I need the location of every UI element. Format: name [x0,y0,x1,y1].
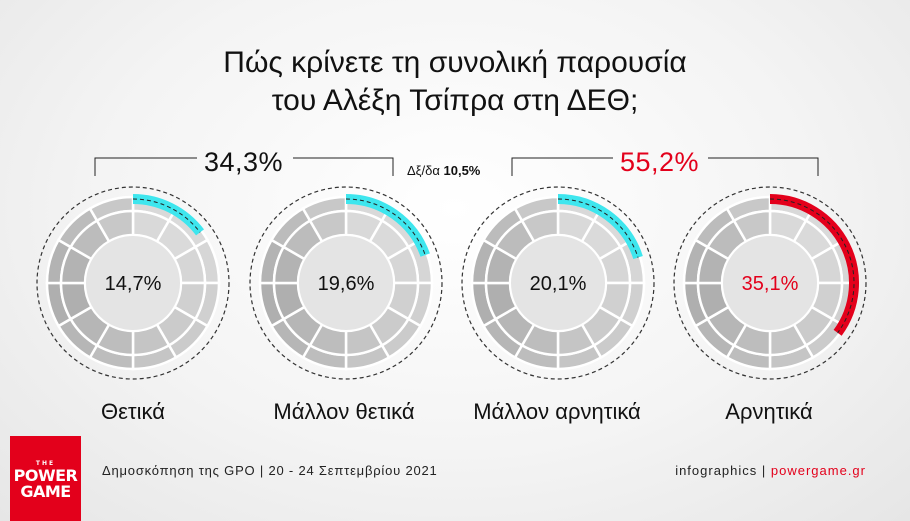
donut-hole [86,236,180,330]
donut-hole [299,236,393,330]
title-line-2: του Αλέξη Τσίπρα στη ΔΕΘ; [271,84,639,117]
value-arc-dash [345,198,426,256]
value-label-3: 35,1% [742,273,799,295]
category-label-2: Μάλλον αρνητικά [473,399,641,424]
value-label-0: 14,7% [105,273,162,295]
ring-segment [308,209,348,244]
donut-outline [673,186,867,380]
category-label-1: Μάλλον θετικά [273,399,415,424]
value-label-1: 19,6% [318,273,375,295]
donut-outline [249,186,443,380]
negative-group-total: 55,2% [620,147,700,177]
donut-3: 35,1% [673,186,867,380]
donut-2: 20,1% [461,186,655,380]
logo-line-1: POWER [13,466,78,485]
ring-segment [732,209,772,244]
undecided-prefix: Δξ/δα [407,163,440,178]
donut-outline [461,186,655,380]
category-label-3: Αρνητικά [725,399,813,424]
positive-group-bracket [94,157,394,176]
ring-segment [520,209,560,244]
donut-hole [723,236,817,330]
category-label-0: Θετικά [101,399,165,424]
power-game-logo: THE POWER GAME [10,436,81,521]
undecided-label: Δξ/δα 10,5% [407,163,480,179]
value-arc-dash [132,198,201,233]
logo-line-2: GAME [20,482,71,501]
credit-prefix: infographics | [675,463,771,478]
value-arc-dash [557,198,639,258]
chart-title: Πώς κρίνετε τη συνολική παρουσία του Αλέ… [0,44,910,120]
negative-group-bracket [511,157,819,176]
logo-the: THE [35,460,56,467]
undecided-value: 10,5% [443,163,481,178]
donut-0: 14,7% [36,186,230,380]
title-line-1: Πώς κρίνετε τη συνολική παρουσία [223,46,687,79]
value-label-2: 20,1% [530,273,587,295]
credit-note: infographics | powergame.gr [675,463,866,478]
donut-hole [511,236,605,330]
credit-brand-link[interactable]: powergame.gr [770,463,866,478]
donut-outline [36,186,230,380]
donut-1: 19,6% [249,186,443,380]
value-arc-dash [769,198,855,334]
positive-group-total: 34,3% [204,147,284,177]
source-note: Δημοσκόπηση της GPO | 20 - 24 Σεπτεμβρίο… [102,463,438,478]
ring-segment [95,209,135,244]
